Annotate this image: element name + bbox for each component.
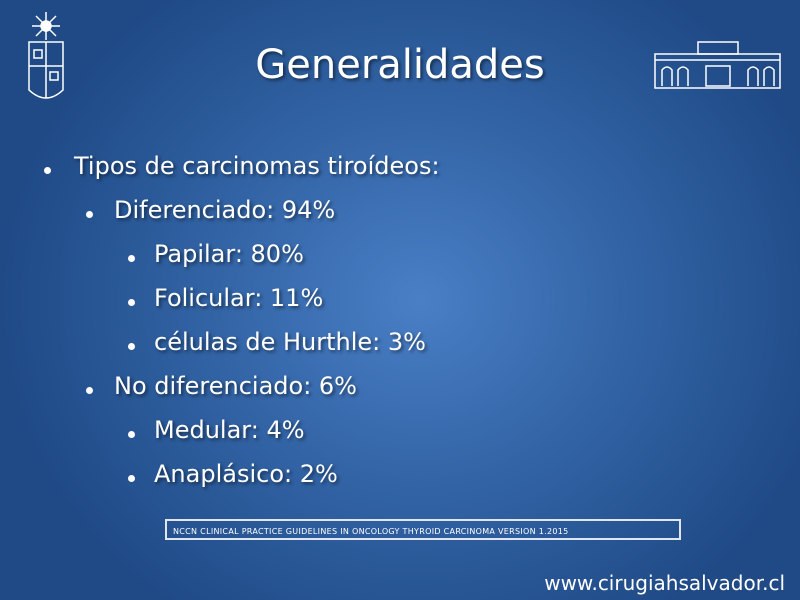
- crest-logo: [28, 12, 64, 99]
- slide-title: Generalidades: [255, 42, 545, 88]
- bullet-text: Anaplásico: 2%: [154, 460, 338, 488]
- bullet-dot: [128, 255, 135, 262]
- reference-box: NCCN CLINICAL PRACTICE GUIDELINES IN ONC…: [165, 519, 681, 540]
- bullet-text: Tipos de carcinomas tiroídeos:: [74, 152, 440, 180]
- bullet-text: Diferenciado: 94%: [114, 196, 336, 224]
- bullet-dot: [44, 167, 51, 174]
- bullet-text: Medular: 4%: [154, 416, 305, 444]
- bullet-dot: [128, 299, 135, 306]
- bullet-text: células de Hurthle: 3%: [154, 328, 426, 356]
- bullet-dot: [128, 475, 135, 482]
- bullet-dot: [86, 387, 93, 394]
- bullet-dot: [128, 431, 135, 438]
- bullet-text: No diferenciado: 6%: [114, 372, 357, 400]
- bullet-dot: [128, 343, 135, 350]
- building-logo: [654, 41, 781, 89]
- bullet-text: Papilar: 80%: [154, 240, 304, 268]
- footer-url: www.cirugiahsalvador.cl: [544, 571, 785, 595]
- bullet-text: Folicular: 11%: [154, 284, 324, 312]
- bullet-dot: [86, 211, 93, 218]
